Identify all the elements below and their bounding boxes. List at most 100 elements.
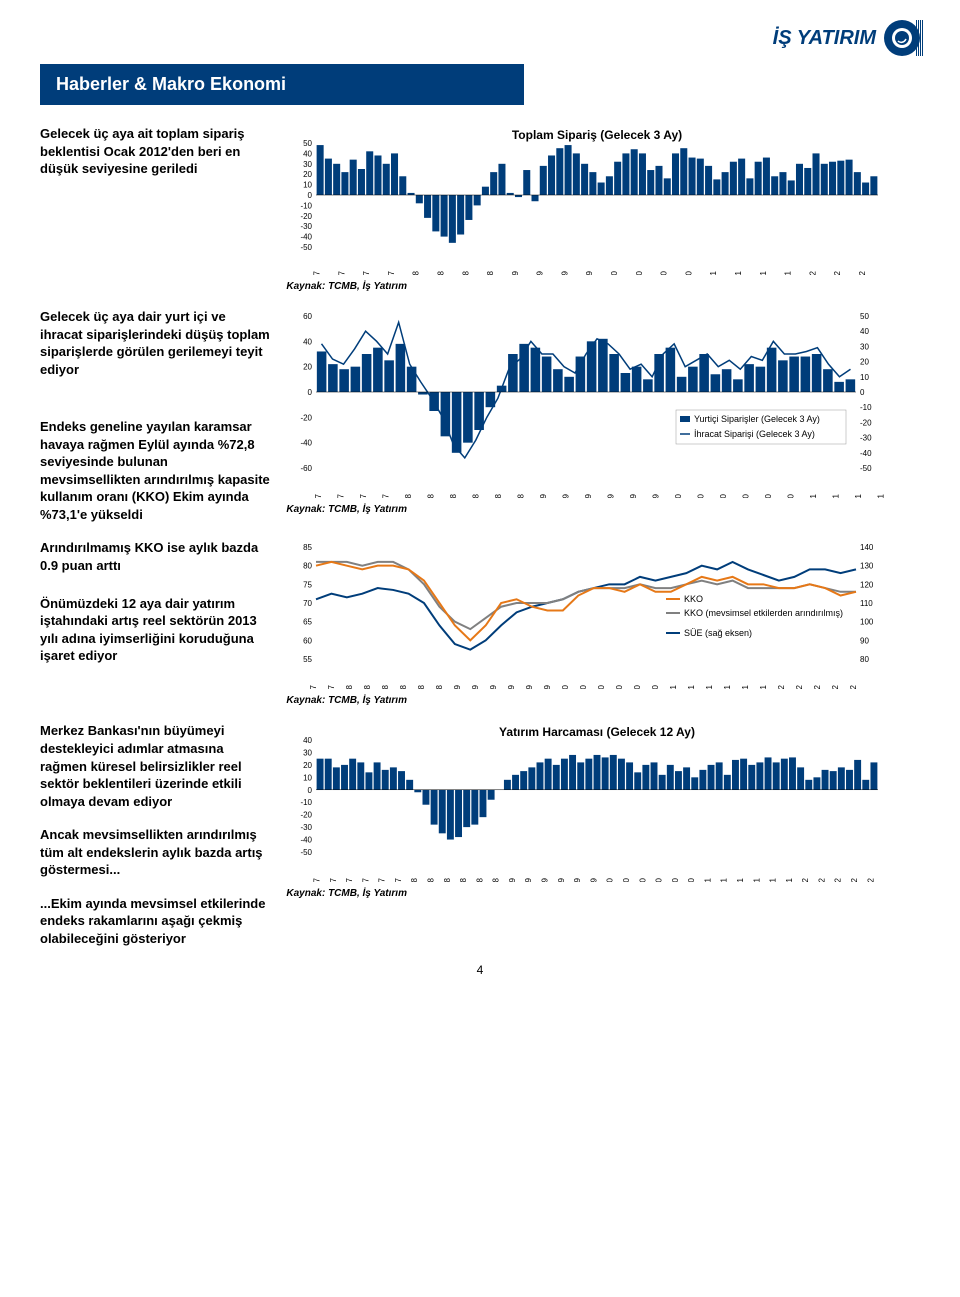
para-2: Gelecek üç aya dair yurt içi ve ihracat … [40, 308, 270, 378]
svg-text:-50: -50 [860, 464, 872, 473]
svg-text:05-09: 05-09 [541, 878, 550, 883]
svg-text:-30: -30 [860, 434, 872, 443]
svg-text:03/11: 03/11 [687, 685, 696, 690]
svg-text:03/12: 03/12 [809, 270, 818, 275]
svg-text:40: 40 [860, 327, 869, 336]
svg-text:-30: -30 [301, 824, 313, 833]
svg-text:65: 65 [303, 618, 312, 627]
svg-text:55: 55 [303, 655, 312, 664]
svg-text:07-09: 07-09 [557, 878, 566, 883]
svg-text:Yatırım Harcaması (Gelecek 12: Yatırım Harcaması (Gelecek 12 Ay) [499, 725, 695, 739]
svg-text:06/09: 06/09 [536, 270, 545, 275]
svg-text:-20: -20 [301, 413, 313, 422]
chart2-source: Kaynak: TCMB, İş Yatırım [286, 504, 920, 515]
svg-text:12/10: 12/10 [685, 270, 694, 275]
svg-text:07-12: 07-12 [850, 878, 859, 883]
svg-text:-10: -10 [301, 799, 313, 808]
page-number: 4 [40, 963, 920, 977]
svg-text:07-07: 07-07 [362, 878, 371, 883]
svg-text:90: 90 [860, 637, 869, 646]
svg-text:30: 30 [303, 160, 312, 169]
svg-text:01/11: 01/11 [809, 493, 818, 498]
svg-text:07/12: 07/12 [831, 685, 840, 690]
svg-text:06/11: 06/11 [734, 270, 743, 275]
svg-text:09-10: 09-10 [671, 878, 680, 883]
svg-text:12/08: 12/08 [486, 270, 495, 275]
svg-text:01/09: 01/09 [453, 685, 462, 690]
svg-text:12/07: 12/07 [387, 270, 396, 275]
svg-text:07/09: 07/09 [607, 493, 616, 498]
svg-text:11/07: 11/07 [382, 493, 391, 498]
svg-text:75: 75 [303, 581, 312, 590]
svg-text:07/11: 07/11 [723, 685, 732, 690]
svg-text:05-11: 05-11 [736, 878, 745, 883]
svg-text:-10: -10 [301, 201, 313, 210]
svg-text:10: 10 [303, 181, 312, 190]
svg-text:01/09: 01/09 [539, 493, 548, 498]
svg-text:10: 10 [860, 373, 869, 382]
svg-text:-10: -10 [860, 403, 872, 412]
para-1: Gelecek üç aya ait toplam sipariş beklen… [40, 125, 286, 292]
svg-text:05-08: 05-08 [443, 878, 452, 883]
chart-toplam-siparis: -50-40-30-20-1001020304050Toplam Sipariş… [286, 125, 920, 275]
para-7: Ancak mevsimsellikten arındırılmış tüm a… [40, 826, 270, 879]
svg-text:0: 0 [308, 388, 313, 397]
para-3: Endeks geneline yayılan karamsar havaya … [40, 418, 270, 523]
svg-text:-40: -40 [301, 836, 313, 845]
svg-text:03-10: 03-10 [622, 878, 631, 883]
svg-text:09/11: 09/11 [741, 685, 750, 690]
svg-text:70: 70 [303, 599, 312, 608]
svg-text:09/12: 09/12 [849, 685, 858, 690]
svg-text:09/07: 09/07 [309, 685, 318, 690]
svg-text:-20: -20 [301, 212, 313, 221]
svg-text:07/07: 07/07 [337, 493, 346, 498]
svg-text:KKO: KKO [684, 594, 703, 604]
svg-text:03/11: 03/11 [710, 270, 719, 275]
chart3-source: Kaynak: TCMB, İş Yatırım [286, 695, 920, 706]
svg-text:03/09: 03/09 [562, 493, 571, 498]
svg-text:07-11: 07-11 [753, 878, 762, 883]
svg-text:SÜE (sağ eksen): SÜE (sağ eksen) [684, 628, 752, 638]
svg-text:01-12: 01-12 [802, 878, 811, 883]
svg-text:0: 0 [308, 786, 313, 795]
svg-text:03/10: 03/10 [610, 270, 619, 275]
chart4-source: Kaynak: TCMB, İş Yatırım [286, 888, 920, 899]
svg-text:03/08: 03/08 [412, 270, 421, 275]
svg-text:03/09: 03/09 [471, 685, 480, 690]
svg-text:03-11: 03-11 [720, 878, 729, 883]
svg-text:09/10: 09/10 [764, 493, 773, 498]
svg-text:06/07: 06/07 [338, 270, 347, 275]
svg-text:03/10: 03/10 [697, 493, 706, 498]
svg-text:12/09: 12/09 [586, 270, 595, 275]
svg-text:03-07: 03-07 [329, 878, 338, 883]
svg-text:0: 0 [308, 191, 313, 200]
svg-text:07/08: 07/08 [399, 685, 408, 690]
svg-text:20: 20 [303, 170, 312, 179]
svg-text:05/07: 05/07 [314, 493, 323, 498]
svg-text:11/08: 11/08 [517, 493, 526, 498]
svg-text:10: 10 [303, 774, 312, 783]
svg-text:-20: -20 [301, 811, 313, 820]
svg-text:01-11: 01-11 [704, 878, 713, 883]
svg-text:KKO (mevsimsel etkilerden arın: KKO (mevsimsel etkilerden arındırılmış) [684, 608, 843, 618]
svg-text:07-10: 07-10 [655, 878, 664, 883]
svg-text:03/12: 03/12 [795, 685, 804, 690]
svg-text:-50: -50 [301, 848, 313, 857]
svg-text:-40: -40 [301, 439, 313, 448]
svg-text:01/08: 01/08 [345, 685, 354, 690]
svg-text:80: 80 [303, 562, 312, 571]
svg-text:03/07: 03/07 [313, 270, 322, 275]
svg-text:-20: -20 [860, 418, 872, 427]
svg-text:01/10: 01/10 [674, 493, 683, 498]
svg-text:-50: -50 [301, 243, 313, 252]
svg-text:07/10: 07/10 [742, 493, 751, 498]
svg-text:07/10: 07/10 [615, 685, 624, 690]
svg-text:03/08: 03/08 [427, 493, 436, 498]
svg-text:40: 40 [303, 337, 312, 346]
logo-text: İŞ YATIRIM [773, 27, 876, 50]
svg-text:05/08: 05/08 [449, 493, 458, 498]
svg-text:Yurtiçi Siparişler (Gelecek 3: Yurtiçi Siparişler (Gelecek 3 Ay) [694, 414, 820, 424]
svg-text:01-09: 01-09 [508, 878, 517, 883]
svg-text:11-10: 11-10 [688, 878, 697, 883]
svg-text:05/11: 05/11 [705, 685, 714, 690]
